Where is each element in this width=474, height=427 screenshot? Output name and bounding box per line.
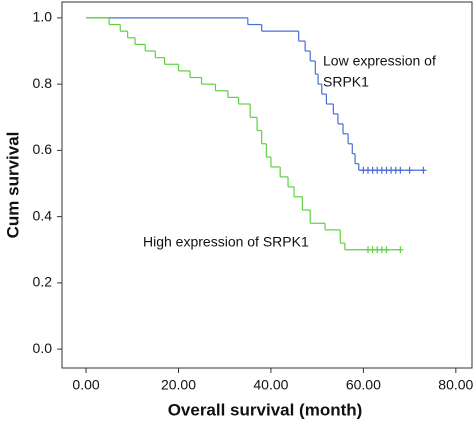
y-tick-label: 0.4: [33, 207, 53, 223]
annotation: High expression of SRPK1: [143, 234, 309, 250]
annotation: Low expression of: [323, 53, 436, 69]
y-tick-label: 0.8: [33, 75, 53, 91]
y-tick-label: 0.6: [33, 141, 53, 157]
annotation: SRPK1: [323, 74, 369, 90]
y-tick-label: 1.0: [33, 9, 53, 25]
censor-mark: [397, 166, 404, 174]
x-tick-label: 20.00: [161, 377, 196, 393]
x-axis-title: Overall survival (month): [168, 400, 363, 419]
x-tick-label: 80.00: [438, 377, 473, 393]
censor-mark: [420, 166, 427, 174]
y-tick-label: 0.0: [33, 340, 53, 356]
censor-mark: [397, 246, 404, 254]
censor-mark: [383, 246, 390, 254]
y-tick-label: 0.2: [33, 274, 53, 290]
x-tick-label: 0.00: [72, 377, 99, 393]
x-tick-label: 40.00: [253, 377, 288, 393]
plot-frame: [61, 1, 473, 369]
y-axis-title: Cum survival: [3, 132, 22, 239]
x-tick-label: 60.00: [346, 377, 381, 393]
censor-mark: [406, 166, 413, 174]
